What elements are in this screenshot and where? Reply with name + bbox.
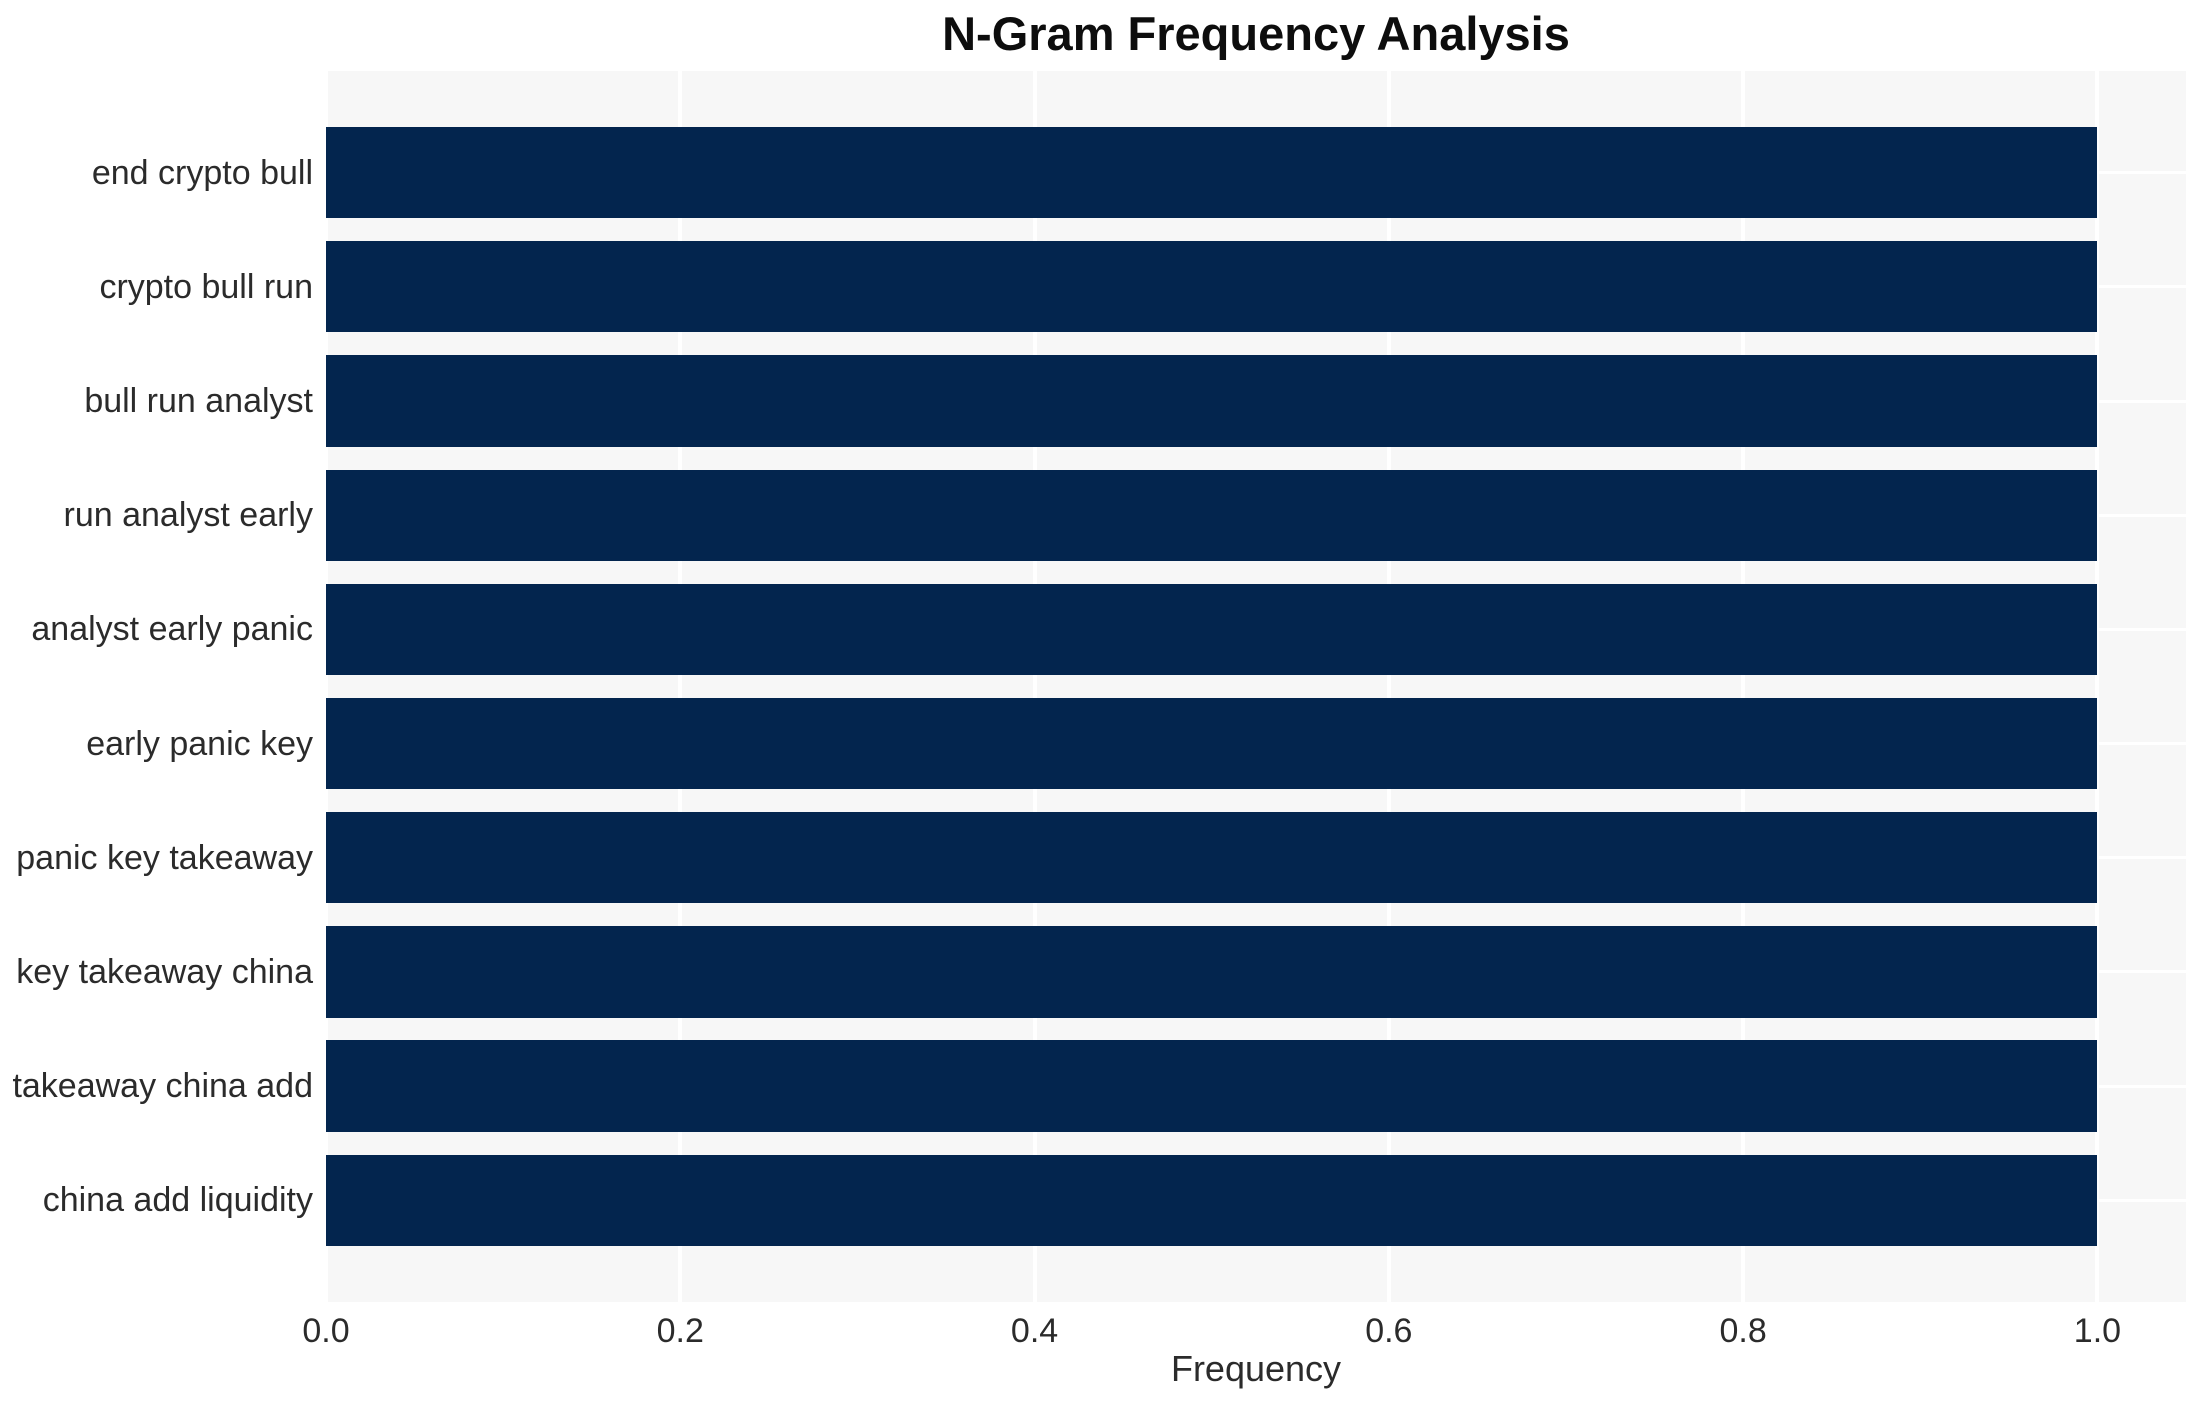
bar xyxy=(326,469,2098,561)
bar xyxy=(326,812,2098,904)
bar xyxy=(326,1040,2098,1132)
bar xyxy=(326,241,2098,333)
y-tick-label: takeaway china add xyxy=(12,1067,313,1106)
plot-area xyxy=(324,71,2186,1302)
y-tick-label: key takeaway china xyxy=(16,952,313,991)
x-tick-label: 0.0 xyxy=(302,1312,350,1350)
x-tick-label: 0.2 xyxy=(656,1312,704,1350)
bar xyxy=(326,355,2098,447)
y-tick-label: china add liquidity xyxy=(42,1181,313,1220)
y-tick-label: bull run analyst xyxy=(84,382,313,421)
x-gridline xyxy=(1386,71,1391,1302)
x-gridline xyxy=(2095,71,2100,1302)
x-gridline xyxy=(1741,71,1746,1302)
bar xyxy=(326,697,2098,790)
bar xyxy=(326,1154,2098,1247)
y-tick-label: crypto bull run xyxy=(99,267,313,306)
y-tick-label: analyst early panic xyxy=(31,610,313,649)
y-tick-label: early panic key xyxy=(86,724,313,763)
y-tick-label: panic key takeaway xyxy=(16,838,313,877)
x-tick-label: 1.0 xyxy=(2073,1312,2122,1350)
bar xyxy=(326,926,2098,1018)
x-gridline xyxy=(324,71,328,1302)
chart-title: N-Gram Frequency Analysis xyxy=(942,7,1570,60)
x-tick-label: 0.6 xyxy=(1365,1312,1413,1350)
x-axis-title: Frequency xyxy=(1170,1348,1342,1389)
x-gridline xyxy=(678,71,683,1302)
y-tick-label: run analyst early xyxy=(63,496,313,535)
bar xyxy=(326,583,2098,676)
bar xyxy=(326,126,2098,219)
x-tick-label: 0.4 xyxy=(1010,1312,1059,1350)
x-tick-label: 0.8 xyxy=(1719,1312,1767,1350)
y-tick-label: end crypto bull xyxy=(91,153,313,192)
x-gridline xyxy=(1032,71,1037,1302)
